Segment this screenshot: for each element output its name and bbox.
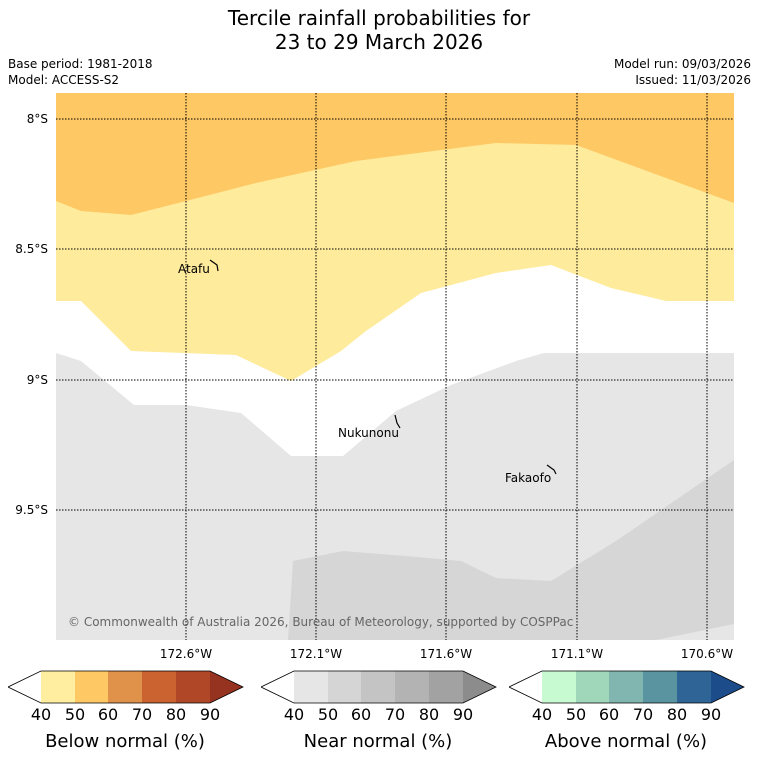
colorbar-near-normal (261, 670, 497, 704)
colorbar-near-segment-80-90 (429, 671, 463, 703)
colorbar-below-segment-50-60 (75, 671, 108, 703)
colorbar-below-segment-60-70 (108, 671, 142, 703)
atafu-atoll-icon (209, 259, 219, 272)
near-tick-80: 80 (418, 705, 440, 724)
lat-label-8s: 8°S (26, 112, 48, 126)
colorbar-title-near: Near normal (%) (303, 731, 453, 752)
colorbar-above-segment-50-60 (576, 671, 609, 703)
above-tick-70: 70 (632, 705, 654, 724)
near-tick-50: 50 (317, 705, 339, 724)
map-title-line2: 23 to 29 March 2026 (274, 30, 484, 54)
above-tick-60: 60 (598, 705, 620, 724)
lon-label-172-1w: 172.1°W (289, 647, 343, 661)
colorbar-near-segment-50-60 (328, 671, 361, 703)
lon-label-172-6w: 172.6°W (159, 647, 213, 661)
below-tick-80: 80 (165, 705, 187, 724)
below-normal-60-region (56, 93, 734, 215)
map-title-line1: Tercile rainfall probabilities for (227, 6, 531, 30)
colorbar-above-segment-lt40 (509, 671, 542, 703)
colorbar-near-segment-40-50 (294, 671, 328, 703)
colorbar-title-above: Above normal (%) (544, 731, 708, 752)
below-tick-50: 50 (64, 705, 86, 724)
place-label-atafu: Atafu (178, 262, 210, 276)
colorbar-above-segment-60-70 (609, 671, 643, 703)
near-tick-90: 90 (452, 705, 474, 724)
colorbar-below-segment-lt40 (8, 671, 41, 703)
near-tick-40: 40 (283, 705, 305, 724)
above-tick-40: 40 (531, 705, 553, 724)
model-name: Model: ACCESS-S2 (8, 73, 120, 87)
lat-label-9-5s: 9.5°S (15, 503, 48, 517)
colorbar-below-normal (8, 670, 244, 704)
colorbar-below-segment-70-80 (142, 671, 176, 703)
near-tick-60: 60 (350, 705, 372, 724)
lat-label-9s: 9°S (26, 373, 48, 387)
lon-gridlines (185, 93, 708, 640)
issued-date: Issued: 11/03/2026 (635, 73, 751, 87)
colorbar-above-segment-80-90 (677, 671, 711, 703)
near-normal-60-region (288, 460, 734, 640)
below-tick-70: 70 (131, 705, 153, 724)
above-tick-90: 90 (700, 705, 722, 724)
above-tick-80: 80 (666, 705, 688, 724)
lon-label-171-1w: 171.1°W (550, 647, 604, 661)
model-run: Model run: 09/03/2026 (613, 57, 751, 71)
above-tick-50: 50 (565, 705, 587, 724)
below-tick-90: 90 (199, 705, 221, 724)
below-tick-60: 60 (97, 705, 119, 724)
colorbar-above-segment-70-80 (643, 671, 677, 703)
below-tick-40: 40 (30, 705, 52, 724)
colorbar-below-segment-40-50 (41, 671, 75, 703)
colorbar-near-segment-60-70 (361, 671, 395, 703)
colorbar-above-segment-40-50 (542, 671, 576, 703)
lon-label-170-6w: 170.6°W (680, 647, 734, 661)
map-frame (56, 93, 734, 640)
colorbar-near-segment-gt90 (463, 671, 496, 703)
probability-map: Atafu Nukunonu Fakaofo © Commonwealth of… (56, 93, 734, 640)
colorbar-above-segment-gt90 (711, 671, 744, 703)
lat-label-8-5s: 8.5°S (15, 242, 48, 256)
place-label-nukunonu: Nukunonu (338, 426, 399, 440)
lat-gridlines (56, 118, 734, 511)
place-label-fakaofo: Fakaofo (505, 471, 551, 485)
colorbar-below-segment-80-90 (176, 671, 210, 703)
near-normal-50-region (56, 353, 734, 640)
fakaofo-atoll-icon (546, 464, 557, 475)
colorbar-below-segment-gt90 (210, 671, 243, 703)
nukunonu-atoll-icon (394, 414, 401, 429)
colorbar-above-normal (509, 670, 745, 704)
colorbar-near-segment-70-80 (395, 671, 429, 703)
lon-label-171-6w: 171.6°W (419, 647, 473, 661)
base-period: Base period: 1981-2018 (8, 57, 153, 71)
near-tick-70: 70 (384, 705, 406, 724)
colorbar-near-segment-lt40 (261, 671, 294, 703)
colorbar-title-below: Below normal (%) (45, 731, 205, 752)
copyright-notice: © Commonwealth of Australia 2026, Bureau… (68, 615, 573, 629)
